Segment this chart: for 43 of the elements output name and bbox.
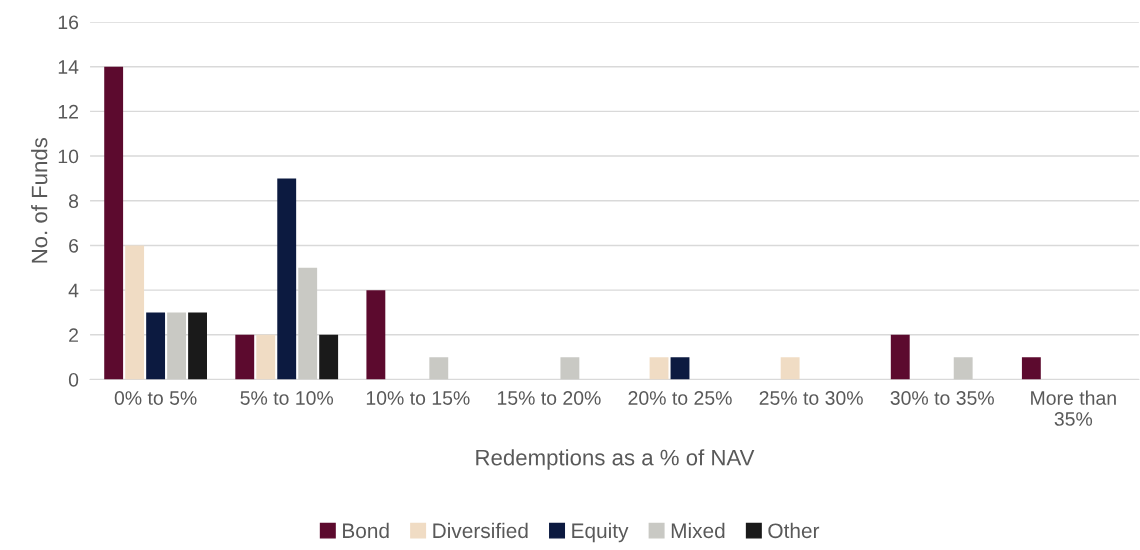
- x-tick-label: 10% to 15%: [366, 391, 470, 405]
- x-tick-label: 15% to 20%: [497, 391, 601, 405]
- legend-label: Mixed: [671, 522, 725, 539]
- bar: [167, 312, 187, 380]
- legend-label: Diversified: [433, 522, 528, 539]
- x-tick-label: 30% to 35%: [890, 391, 994, 405]
- legend-label: Equity: [572, 522, 629, 543]
- bar: [429, 357, 449, 380]
- bar: [649, 357, 669, 380]
- bar: [235, 334, 255, 380]
- y-tick-label: 4: [68, 283, 79, 298]
- y-tick-label: 8: [68, 194, 79, 208]
- bar: [670, 357, 690, 380]
- bar: [298, 267, 318, 380]
- y-tick-label: 12: [58, 104, 78, 119]
- x-tick-label: 20% to 25%: [628, 391, 732, 405]
- bar: [256, 334, 276, 380]
- bar: [890, 334, 910, 380]
- bar: [146, 312, 166, 380]
- bar: [125, 245, 145, 380]
- x-tick-label: More than 35%: [1031, 390, 1116, 426]
- y-tick-label: 0: [68, 372, 79, 387]
- bar: [188, 312, 207, 380]
- x-tick-label: 25% to 30%: [759, 391, 863, 405]
- y-tick-label: 14: [58, 60, 79, 74]
- x-axis-title: Redemptions as a % of NAV: [476, 449, 755, 470]
- y-tick-label: 6: [69, 238, 79, 253]
- bar: [277, 178, 297, 380]
- bar: [953, 357, 973, 380]
- legend-label: Bond: [343, 522, 389, 539]
- bar: [1021, 357, 1041, 380]
- y-axis-title: No. of Funds: [31, 137, 48, 263]
- bar: [366, 290, 386, 380]
- bar: [319, 334, 339, 380]
- bar: [780, 357, 800, 380]
- y-tick-label: 16: [58, 15, 79, 30]
- legend-label: Other: [768, 522, 820, 539]
- x-tick-label: 0% to 5%: [114, 391, 197, 405]
- x-tick-label: 5% to 10%: [240, 391, 334, 405]
- y-tick-label: 2: [69, 328, 78, 342]
- bar: [560, 357, 580, 380]
- bar: [104, 66, 124, 380]
- y-tick-label: 10: [58, 149, 79, 164]
